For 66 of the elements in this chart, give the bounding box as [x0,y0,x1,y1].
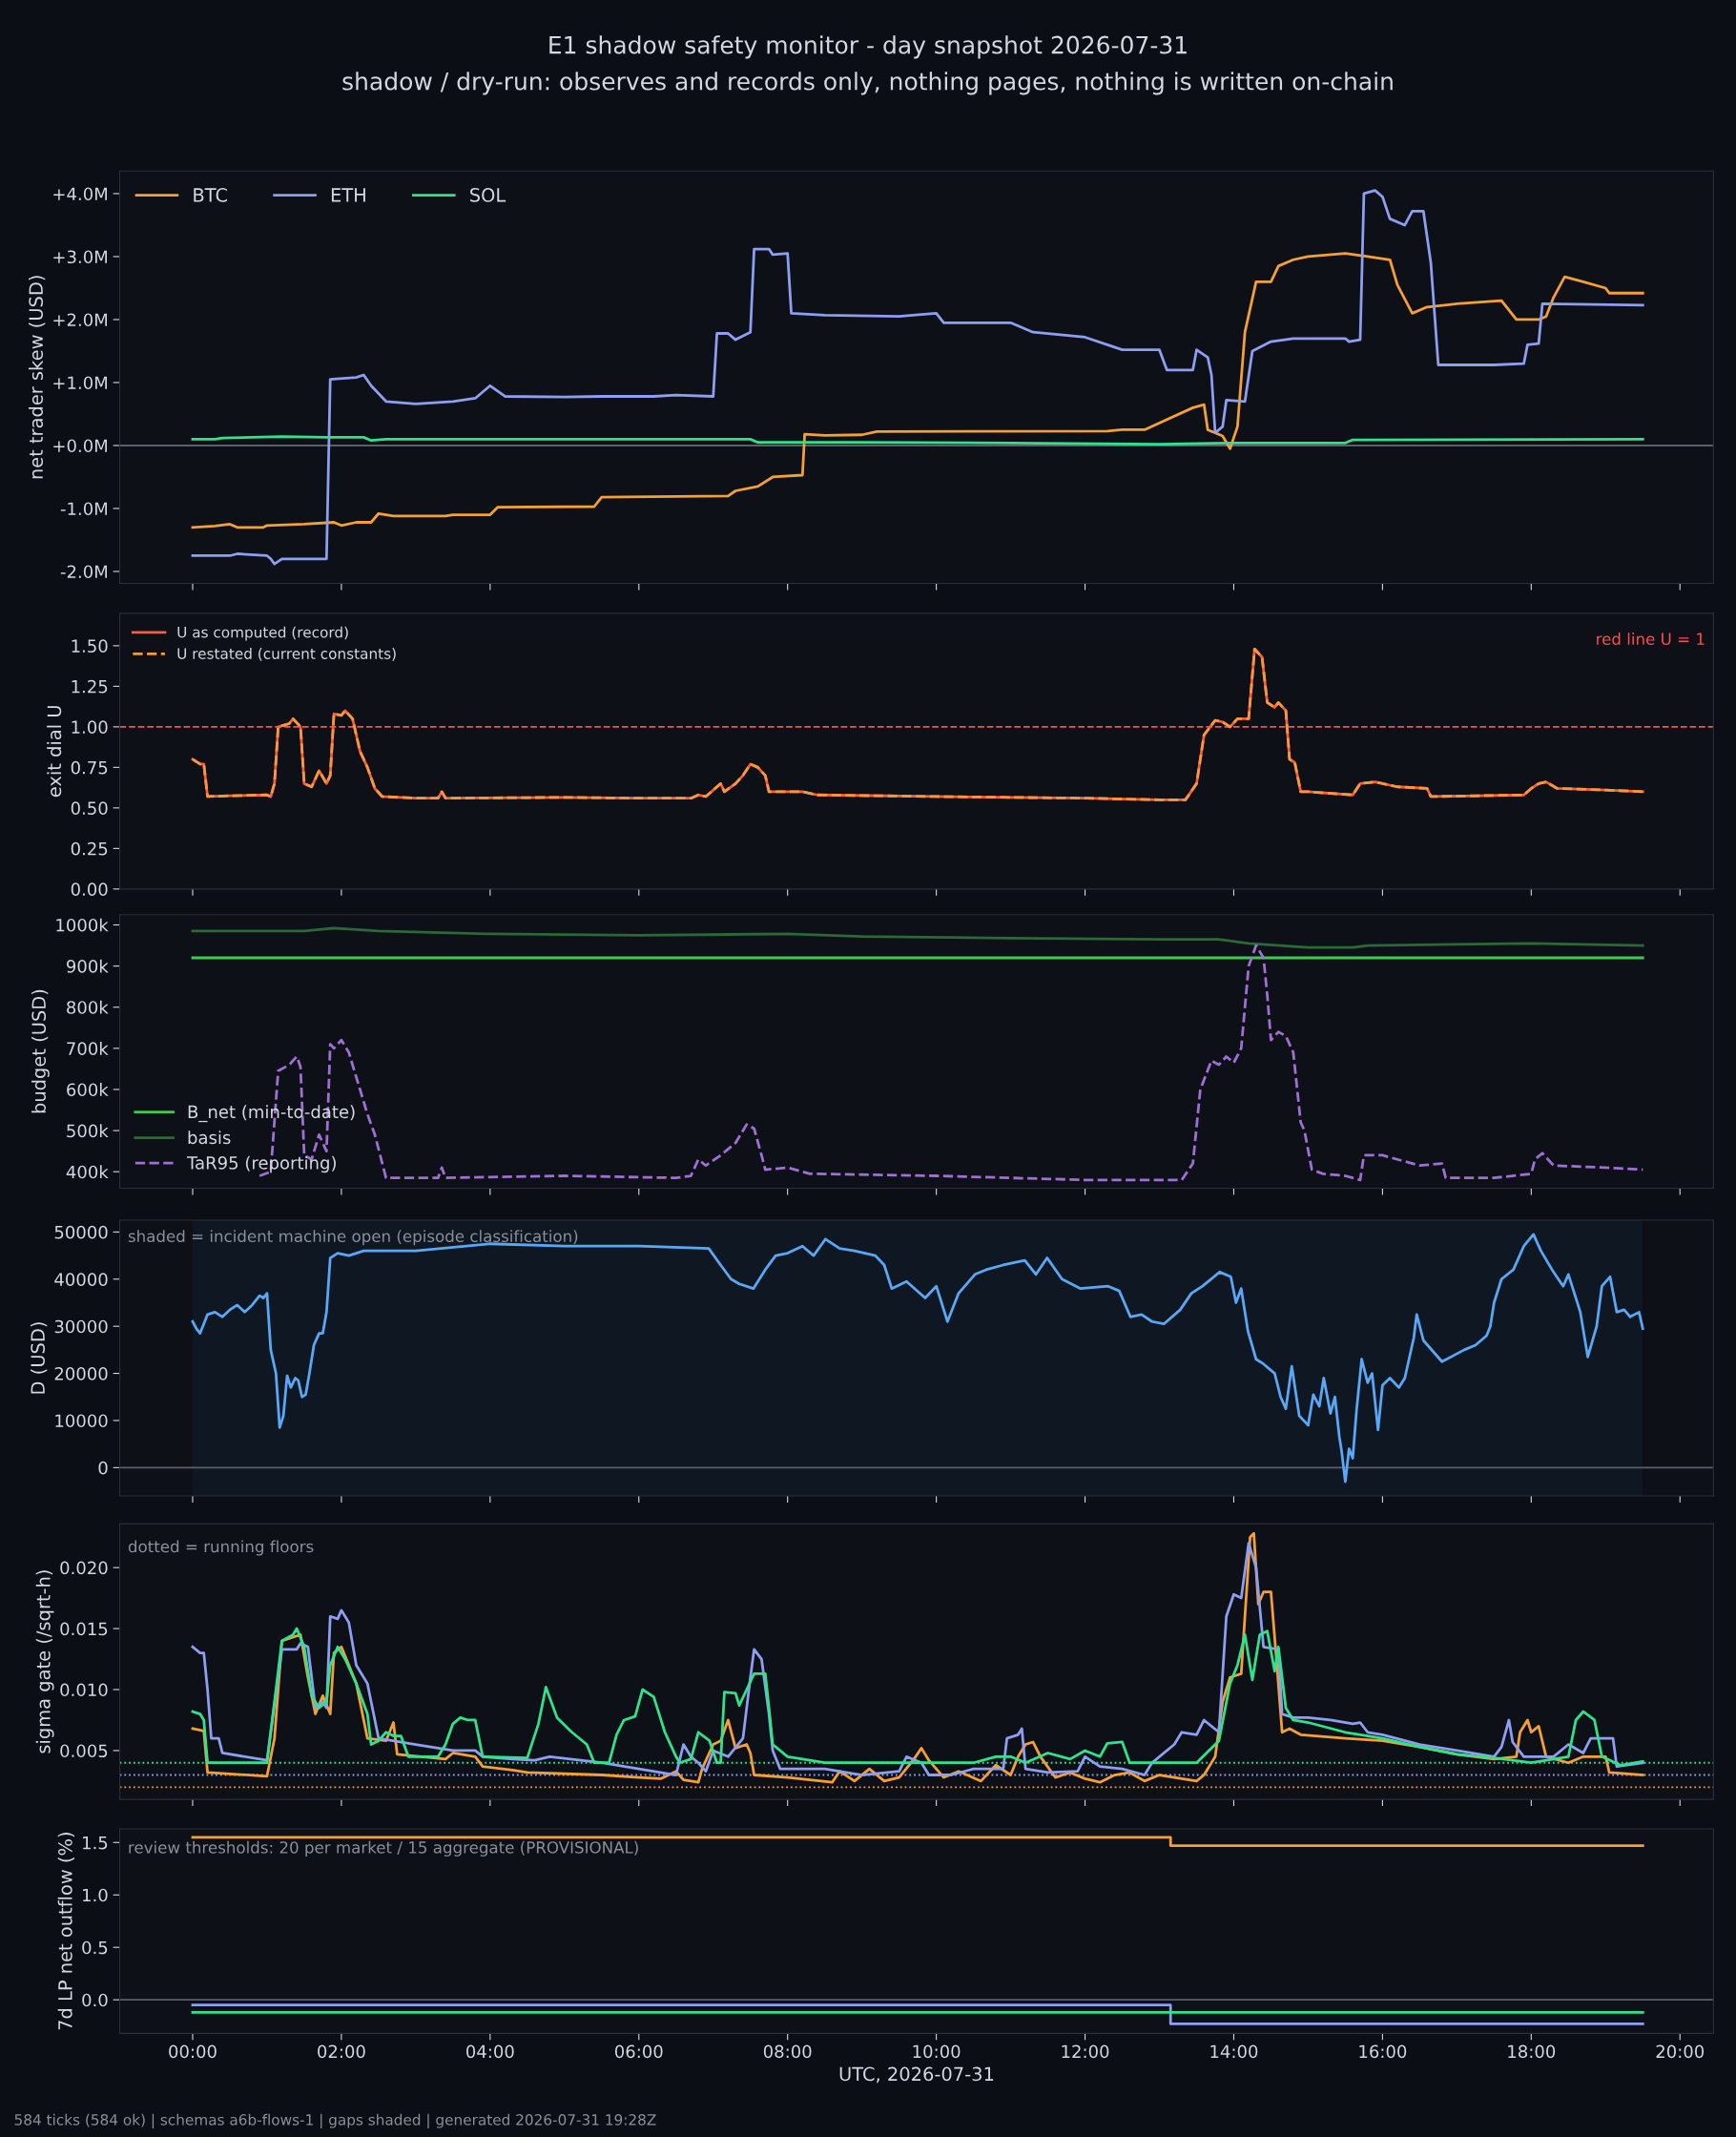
y-tick-label: +4.0M [53,187,108,201]
y-tick-label: 0.75 [71,760,108,775]
y-tick-label: 0.5 [82,1940,108,1955]
y-axis-title: sigma gate (/sqrt-h) [35,1570,54,1753]
y-tick-label: 900k [66,959,109,973]
y-axis-title: D (USD) [30,1322,48,1394]
y-tick-label: -1.0M [60,502,108,516]
x-tick-label: 20:00 [1656,2044,1705,2059]
legend-label: U restated (current constants) [177,648,396,661]
y-tick-label: +0.0M [53,439,108,453]
y-tick-label: 400k [66,1165,109,1179]
y-tick-label: +3.0M [53,250,108,264]
x-tick-label: 16:00 [1359,2044,1407,2059]
y-tick-label: 1000k [56,918,109,932]
band-label: shaded = incident machine open (episode classification) [128,1230,578,1246]
y-tick-label: 1.25 [72,679,108,694]
chart-title: E1 shadow safety monitor - day snapshot 2026-07-31 [549,35,1187,59]
y-axis-title: 7d LP net outflow (%) [57,1833,75,2030]
x-tick-label: 10:00 [913,2044,961,2059]
x-tick-label: 02:00 [318,2044,365,2059]
y-tick-label: 0.25 [71,841,108,856]
y-tick-label: 0.0 [82,1993,108,2007]
y-tick-label: 1.00 [72,720,108,734]
annotation: review thresholds: 20 per market / 15 aggregate (PROVISIONAL) [129,1840,638,1857]
x-tick-label: 08:00 [763,2044,812,2059]
y-tick-label: 1.50 [72,639,108,653]
y-tick-label: 0.020 [60,1561,108,1575]
x-tick-label: 06:00 [614,2044,663,2059]
y-tick-label: 10000 [55,1414,108,1428]
legend-label: U as computed (record) [177,626,348,641]
y-tick-label: 50000 [54,1225,108,1239]
y-tick-label: 700k [67,1041,109,1055]
y-tick-label: 0.50 [71,801,108,815]
annotation: dotted = running floors [128,1540,314,1556]
x-tick-label: 12:00 [1062,2044,1109,2059]
y-tick-label: +1.0M [53,376,108,390]
y-tick-label: -2.0M [60,565,108,579]
y-axis-title: net trader skew (USD) [28,276,46,479]
x-tick-label: 04:00 [466,2044,514,2059]
y-tick-label: 1.5 [83,1836,108,1850]
ref-line-label: red line U = 1 [1597,633,1705,646]
y-tick-label: 30000 [54,1319,108,1334]
y-tick-label: 0 [98,1461,108,1475]
text: 584 ticks (584 ok) | schemas a6b-flows-1 | gaps shaded | generated 2026-07-31 19:28Z [14,2113,656,2129]
x-tick-label: 18:00 [1508,2044,1556,2059]
y-tick-label: 500k [67,1124,109,1138]
y-tick-label: 40000 [54,1273,108,1286]
y-tick-label: 600k [67,1083,109,1097]
y-tick-label: 0.005 [60,1744,108,1758]
y-tick-label: 1.0 [83,1888,108,1902]
legend-label: BTC [194,188,228,202]
y-axis-title: exit dial U [47,706,62,798]
y-tick-label: 0.010 [60,1683,108,1697]
legend-label: basis [188,1131,231,1145]
x-axis-title: UTC, 2026-07-31 [839,2066,994,2084]
x-tick-label: 00:00 [169,2044,217,2059]
y-tick-label: 800k [67,1000,109,1014]
legend-label: ETH [331,188,365,202]
y-tick-label: 20000 [54,1367,108,1380]
chart-subtitle: shadow / dry-run: observes and records only, nothing pages, nothing is written on-chain [342,72,1393,95]
y-tick-label: +2.0M [53,313,108,327]
x-tick-label: 14:00 [1210,2044,1258,2059]
y-axis-title: budget (USD) [31,989,50,1113]
y-tick-label: 0.00 [71,882,108,896]
legend-label: SOL [470,188,506,202]
y-tick-label: 0.015 [60,1622,108,1636]
